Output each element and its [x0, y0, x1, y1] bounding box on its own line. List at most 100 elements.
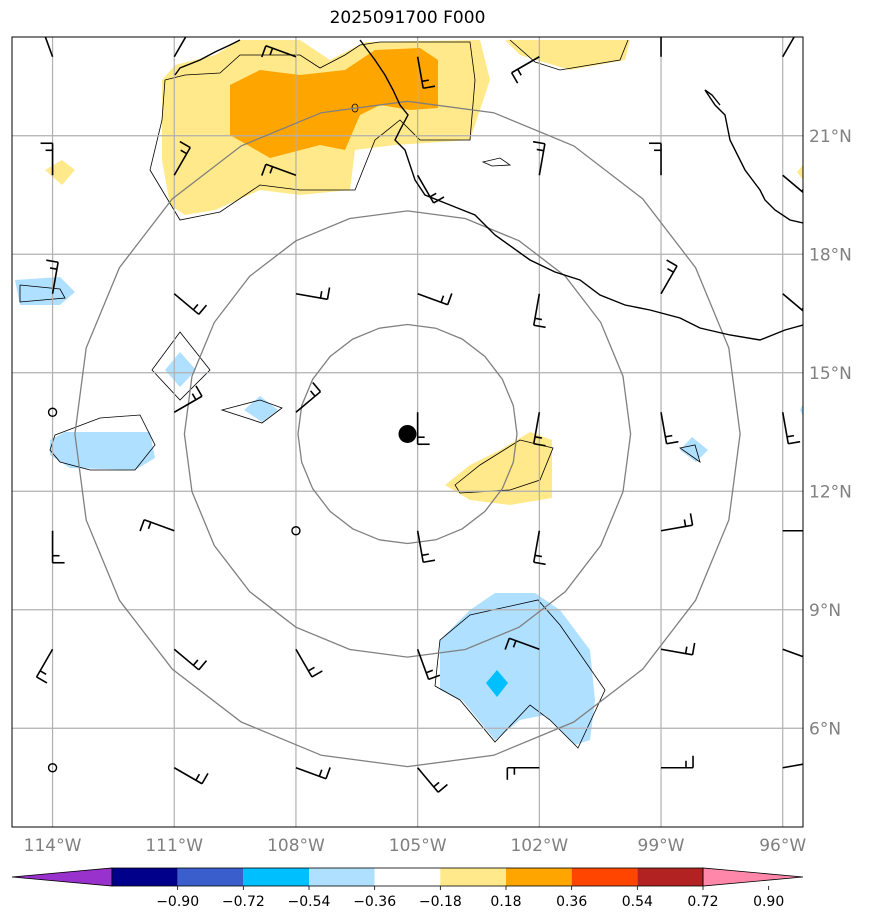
wind-barb — [782, 529, 803, 532]
wind-barb — [510, 56, 540, 84]
wind-barb — [417, 767, 448, 793]
wind-barb — [660, 259, 678, 295]
wind-barb — [173, 293, 208, 315]
wind-barb — [782, 763, 803, 769]
positive-anomaly-east-edge — [797, 165, 803, 180]
wind-barb — [417, 292, 453, 306]
colorbar-segment — [309, 868, 375, 886]
longitude-label: 102°W — [510, 836, 568, 856]
calm-wind-marker — [47, 763, 58, 773]
latitude-labels: 6°N 9°N 12°N 15°N 18°N 21°N — [809, 127, 852, 740]
colorbar-label: 0.72 — [687, 894, 718, 910]
contour-small — [220, 399, 283, 424]
wind-barb — [40, 142, 54, 176]
baja-coastline — [174, 39, 241, 76]
contour-west-2 — [49, 414, 156, 471]
wind-barb — [660, 412, 679, 445]
latitude-label: 9°N — [809, 601, 841, 621]
wind-barb — [782, 648, 803, 658]
wind-barb — [532, 293, 546, 329]
range-ring — [74, 100, 741, 768]
mexico-coastline — [359, 39, 803, 341]
negative-anomaly-south — [440, 593, 595, 745]
lat-lon-grid — [12, 37, 803, 827]
contour-center — [454, 439, 554, 494]
latitude-label: 12°N — [809, 482, 852, 502]
longitude-labels: 114°W 111°W 108°W 105°W 102°W 99°W 96°W — [24, 836, 807, 856]
wind-barb — [295, 381, 322, 413]
wind-barb — [416, 648, 441, 681]
wind-barb — [661, 755, 694, 769]
longitude-label: 108°W — [267, 836, 325, 856]
negative-anomaly-small — [244, 396, 278, 422]
contour-east — [679, 444, 701, 463]
colorbar-label: 0.18 — [490, 894, 521, 910]
colorbar-segment — [506, 868, 572, 886]
colorbar-frame — [111, 867, 704, 887]
mexico-coastline-upper — [704, 89, 803, 224]
calm-wind-marker — [47, 407, 58, 417]
map-title: 2025091700 F000 — [329, 8, 486, 28]
wind-barb — [782, 293, 803, 312]
plot-area — [12, 37, 803, 827]
colorbar-segment — [243, 868, 309, 886]
colorbar-high-extension — [702, 867, 804, 887]
wind-barb — [782, 174, 803, 194]
colorbar-segment — [571, 868, 638, 886]
wind-barb — [660, 642, 696, 656]
anomaly-shading — [15, 40, 803, 745]
positive-anomaly-west-small — [45, 160, 75, 185]
wind-barb — [173, 140, 191, 176]
wind-barb — [506, 766, 540, 780]
colorbar-segment — [637, 868, 703, 886]
latitude-label: 6°N — [809, 719, 841, 739]
wind-barb — [649, 142, 662, 176]
negative-anomaly-south-core — [486, 670, 508, 697]
longitude-label: 111°W — [145, 836, 203, 856]
colorbar-label: 0.90 — [753, 894, 784, 910]
wind-barb — [295, 648, 323, 678]
wind-barb — [44, 37, 54, 58]
wind-barb — [781, 412, 801, 445]
latitude-label: 21°N — [809, 127, 852, 147]
wind-barb — [416, 56, 436, 90]
range-ring — [297, 323, 518, 545]
positive-anomaly-center-east — [445, 432, 552, 505]
colorbar-segment — [440, 868, 506, 886]
colorbar-label: −0.54 — [288, 894, 331, 910]
range-rings — [74, 100, 741, 768]
wind-barb — [173, 37, 187, 58]
wind-barb — [261, 45, 297, 58]
latitude-label: 18°N — [809, 245, 852, 265]
longitude-label: 99°W — [638, 836, 685, 856]
negative-anomaly-diamond — [165, 352, 196, 387]
colorbar-label: 0.36 — [556, 894, 587, 910]
colorbar-label: −0.36 — [353, 894, 396, 910]
colorbar-segment — [112, 868, 178, 886]
wind-barb — [532, 412, 546, 447]
wind-barb — [416, 412, 430, 446]
wind-barb — [660, 37, 662, 57]
wind-barb — [173, 767, 209, 785]
negative-anomaly-east-edge — [800, 404, 803, 416]
colorbar-label: −0.90 — [156, 894, 199, 910]
wind-barb — [35, 648, 54, 684]
longitude-label: 114°W — [24, 836, 82, 856]
longitude-label: 105°W — [389, 836, 447, 856]
colorbar-label: 0.54 — [622, 894, 653, 910]
wind-barbs — [35, 37, 803, 793]
coastline — [174, 39, 803, 341]
colorbar-label: −0.72 — [222, 894, 265, 910]
colorbar-low-extension — [11, 867, 113, 887]
longitude-label: 96°W — [759, 836, 806, 856]
wind-barb — [173, 648, 208, 671]
wind-barb — [295, 766, 331, 780]
wind-barb — [504, 637, 540, 651]
contour-island — [481, 157, 512, 167]
calm-wind-marker — [291, 526, 301, 536]
wind-barb — [46, 259, 59, 294]
plot-frame — [11, 36, 804, 828]
wind-barb — [416, 530, 436, 564]
wind-barb — [532, 140, 546, 176]
